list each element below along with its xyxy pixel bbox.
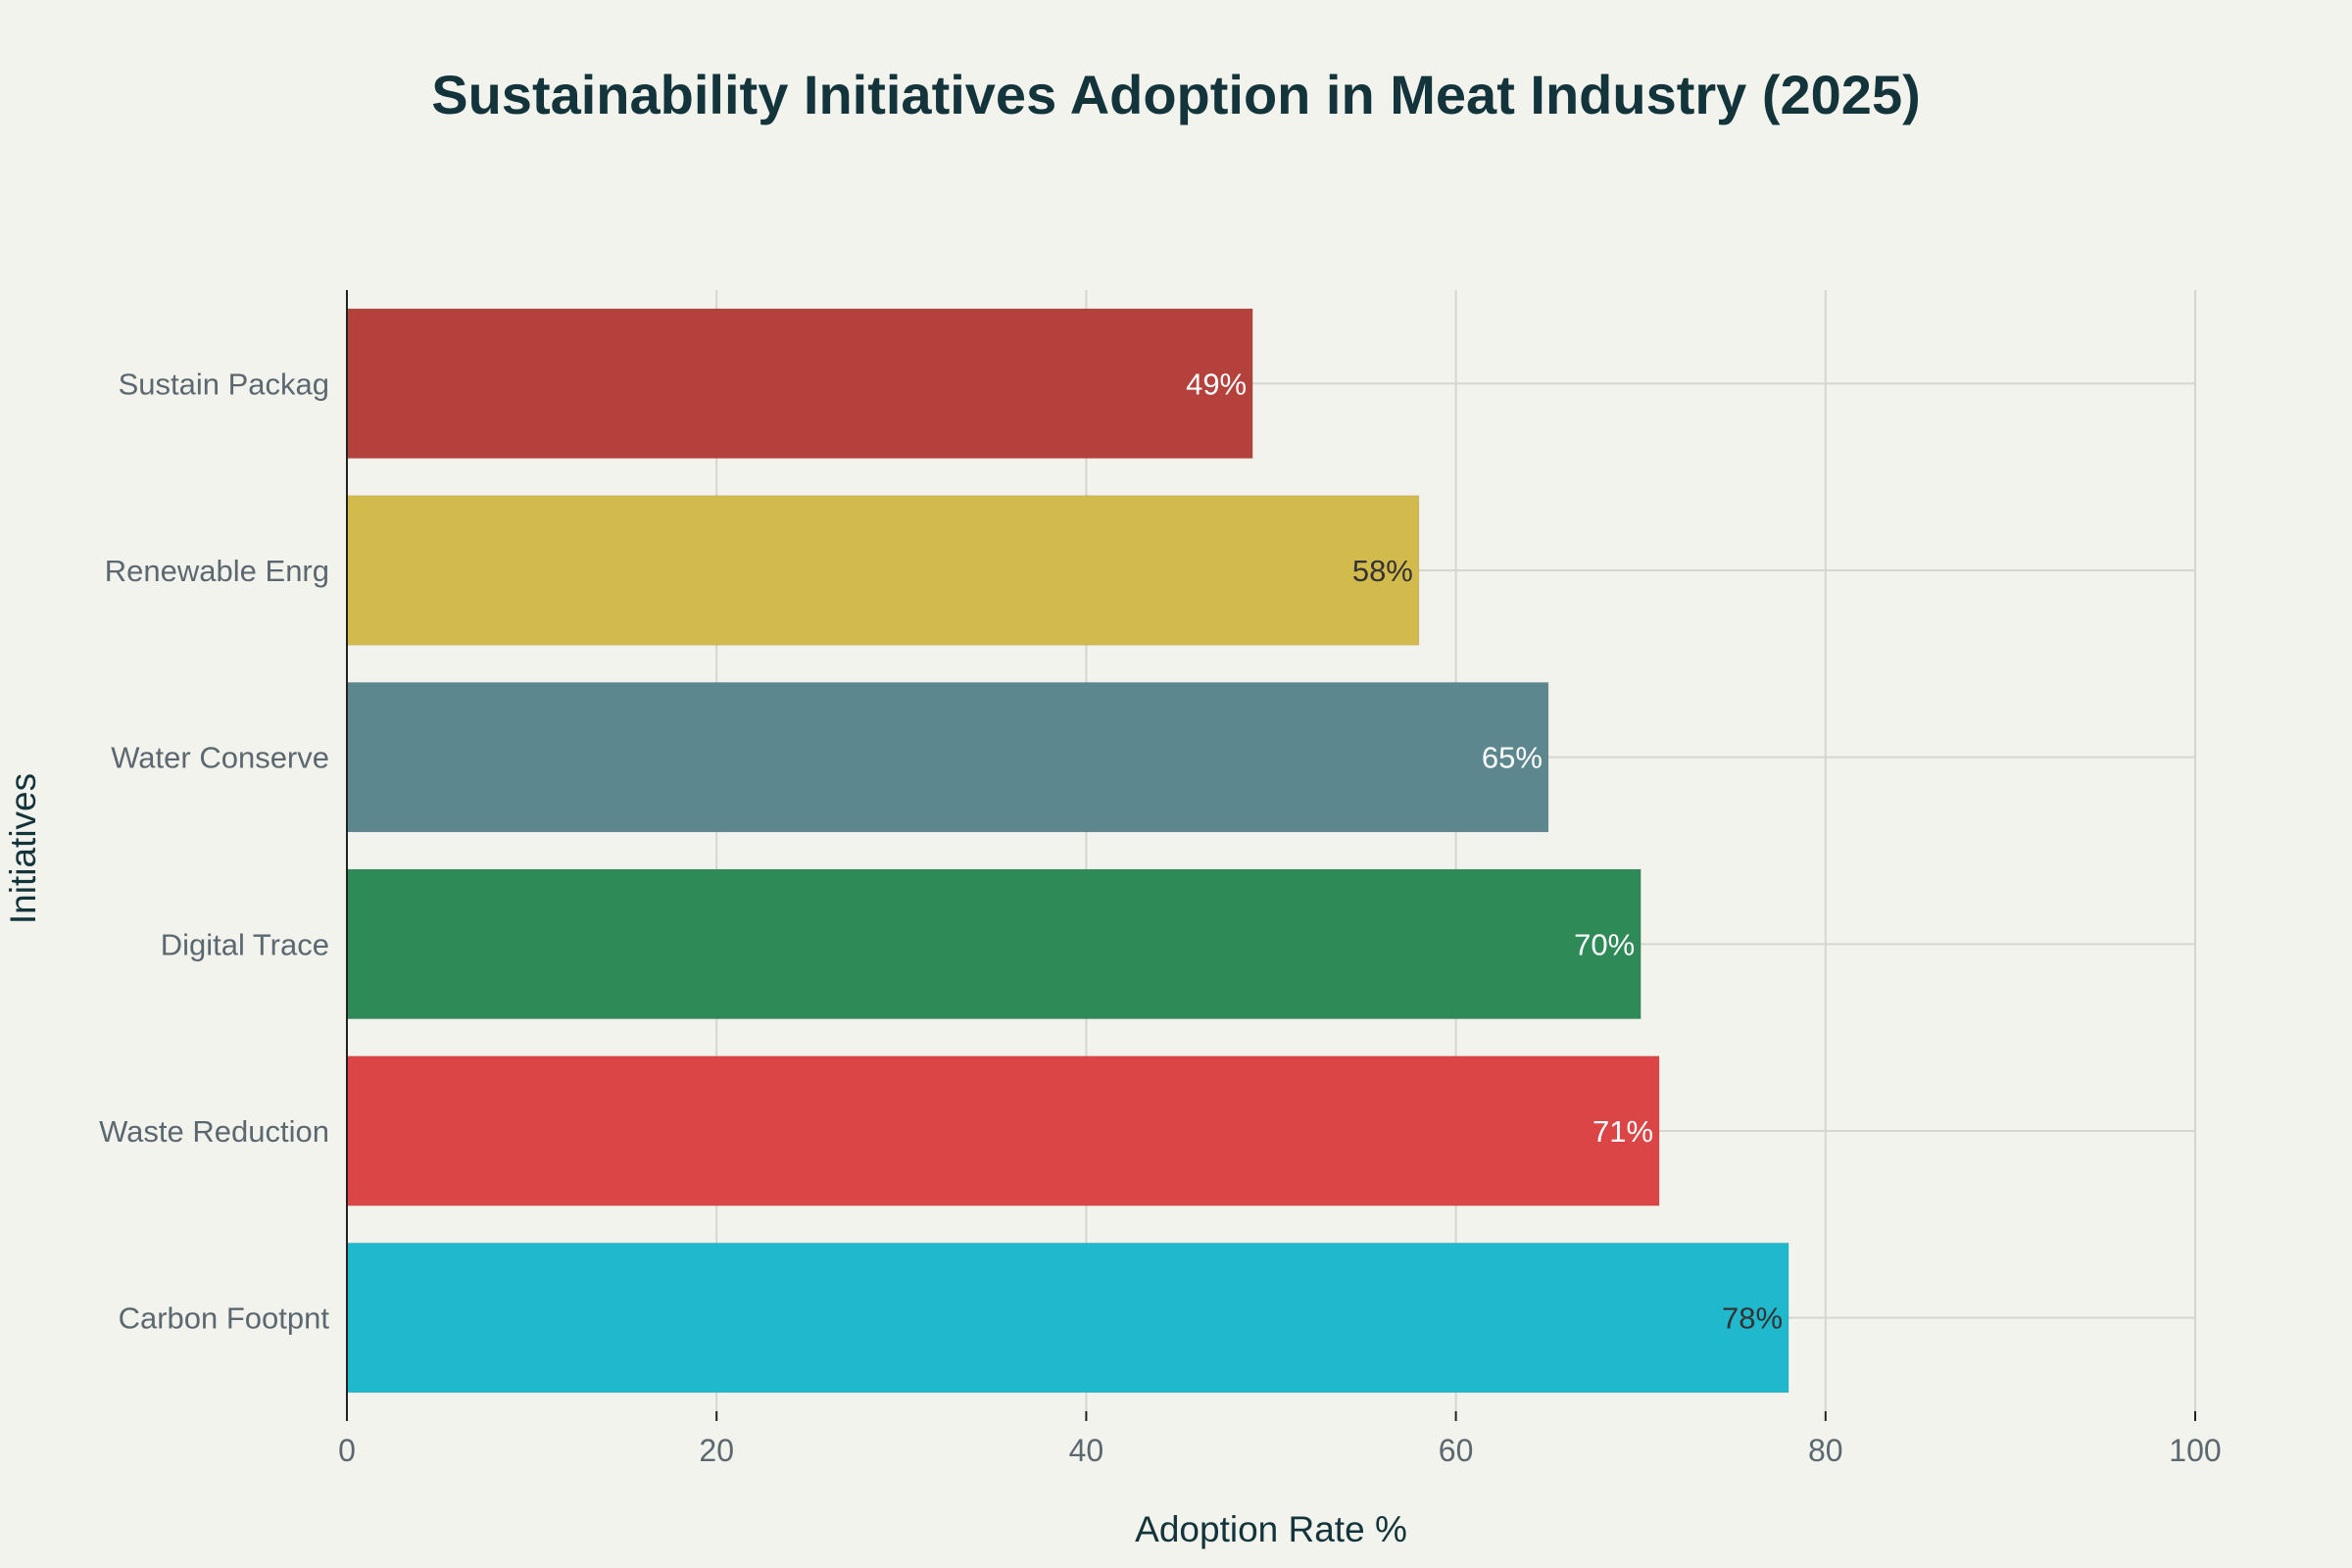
chart-title: Sustainability Initiatives Adoption in M…	[431, 64, 1921, 125]
x-axis-title: Adoption Rate %	[1135, 1509, 1407, 1549]
y-tick-label: Renewable Enrg	[105, 554, 329, 588]
x-tick-label: 40	[1069, 1433, 1104, 1468]
bar-water-conserve	[346, 681, 1549, 833]
x-tick-label: 0	[338, 1433, 356, 1468]
x-tick-label: 80	[1808, 1433, 1843, 1468]
bar-waste-reduction	[346, 1055, 1660, 1206]
axes: Sustain Packag Renewable Enrg Water Conser…	[99, 290, 2222, 1468]
y-axis-title: Initiatives	[3, 773, 43, 924]
bar-sustain-packag	[346, 308, 1253, 460]
y-tick-label: Sustain Packag	[119, 367, 329, 401]
x-tick-label: 20	[699, 1433, 734, 1468]
data-label: 78%	[1722, 1301, 1783, 1336]
data-label: 65%	[1482, 741, 1543, 775]
data-label: 70%	[1574, 927, 1635, 961]
bar-renewable-enrg	[346, 495, 1420, 646]
x-tick-label: 100	[2169, 1433, 2221, 1468]
bar-carbon-footpnt	[346, 1242, 1789, 1394]
bars: 49% 58% 65% 70% 71% 78%	[346, 308, 1789, 1394]
x-tick-label: 60	[1439, 1433, 1474, 1468]
data-label: 58%	[1352, 554, 1413, 588]
y-tick-label: Digital Trace	[161, 927, 329, 961]
y-tick-label: Waste Reduction	[99, 1114, 329, 1149]
data-label: 71%	[1592, 1114, 1653, 1149]
data-label: 49%	[1186, 367, 1247, 401]
y-tick-label: Water Conserve	[111, 741, 329, 775]
bar-digital-trace	[346, 868, 1642, 1020]
y-tick-label: Carbon Footpnt	[119, 1301, 330, 1336]
